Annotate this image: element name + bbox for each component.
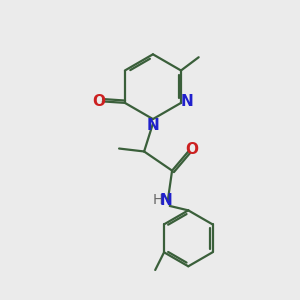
Text: H: H [152,193,163,207]
Text: O: O [185,142,198,158]
Text: N: N [147,118,159,133]
Text: N: N [160,193,172,208]
Text: N: N [181,94,194,109]
Text: O: O [92,94,105,109]
